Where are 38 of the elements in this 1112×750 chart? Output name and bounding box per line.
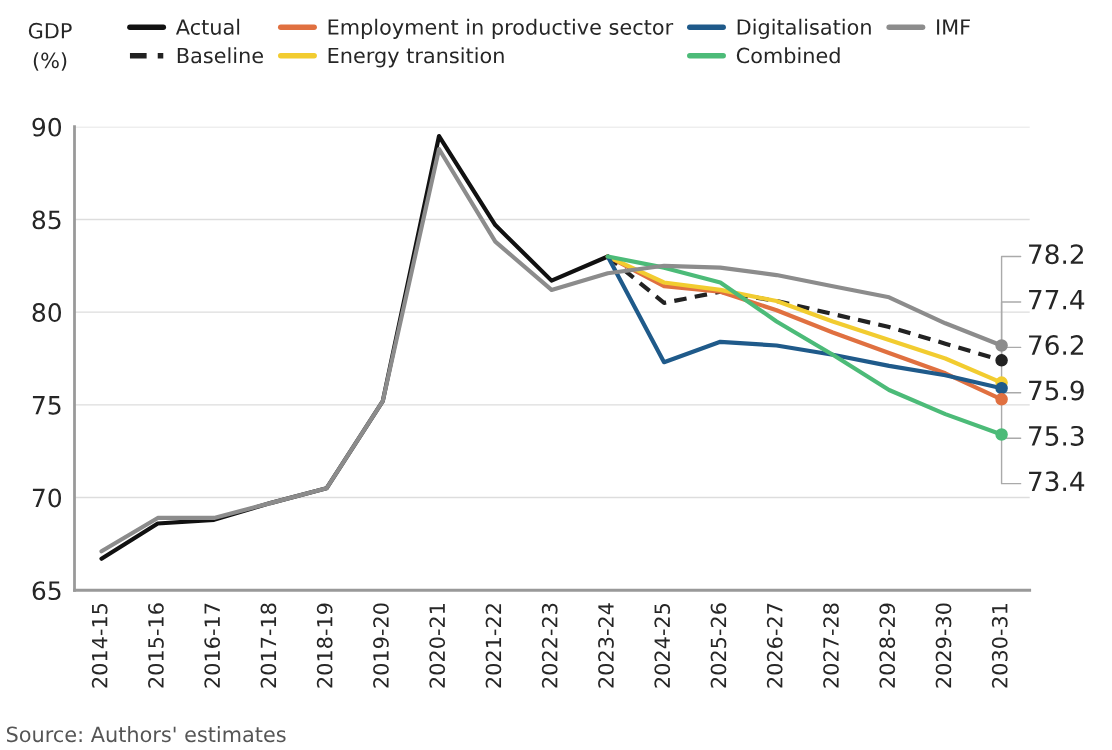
- legend-label: IMF: [937, 19, 970, 35]
- y-tick-label: 70: [32, 488, 62, 508]
- x-tick-label: 2020-21: [429, 603, 446, 688]
- legend-label: Digitalisation: [737, 18, 871, 39]
- x-tick-label: 2016-17: [204, 603, 221, 688]
- x-tick-label: 2025-26: [710, 603, 727, 688]
- legend-label: Actual: [175, 18, 240, 35]
- annotation: 75.3: [1029, 425, 1084, 446]
- x-tick-label: 2029-30: [935, 603, 952, 688]
- annotation: 78.2: [1029, 244, 1084, 265]
- x-tick-label: 2018-19: [316, 603, 333, 688]
- x-tick-label: 2021-22: [485, 604, 502, 688]
- x-tick-label: 2027-28: [823, 603, 839, 688]
- x-tick-label: 2023-24: [598, 603, 614, 688]
- x-tick-label: 2014-15: [91, 603, 108, 688]
- x-tick-label: 2026-27: [766, 603, 783, 688]
- legend-label: Energy transition: [328, 47, 504, 68]
- annotation: 76.2: [1029, 335, 1084, 356]
- legend-label: Baseline: [177, 47, 263, 64]
- x-tick-label: 2024-25: [654, 603, 671, 688]
- annotation: 73.4: [1029, 471, 1085, 492]
- source-note: Source: Authors' estimates: [6, 726, 286, 743]
- annotation: 77.4: [1029, 290, 1085, 310]
- y-axis-title: GDP (%): [28, 22, 72, 71]
- x-tick-label: 2030-31: [991, 603, 1008, 688]
- x-tick-label: 2019-20: [373, 603, 389, 688]
- x-tick-label: 2015-16: [148, 603, 164, 688]
- x-tick-label: 2022-23: [541, 603, 558, 688]
- x-tick-label: 2017-18: [260, 603, 277, 688]
- legend-label: Employment in productive sector: [328, 18, 674, 39]
- y-tick-label: 65: [32, 581, 61, 601]
- x-tick-label: 2028-29: [879, 603, 896, 688]
- y-tick-label: 90: [32, 117, 62, 137]
- y-tick-label: 75: [32, 396, 61, 415]
- y-tick-label: 80: [32, 303, 62, 322]
- annotation: 75.9: [1029, 380, 1084, 401]
- y-tick-label: 85: [32, 210, 61, 230]
- legend-label: Combined: [736, 47, 840, 64]
